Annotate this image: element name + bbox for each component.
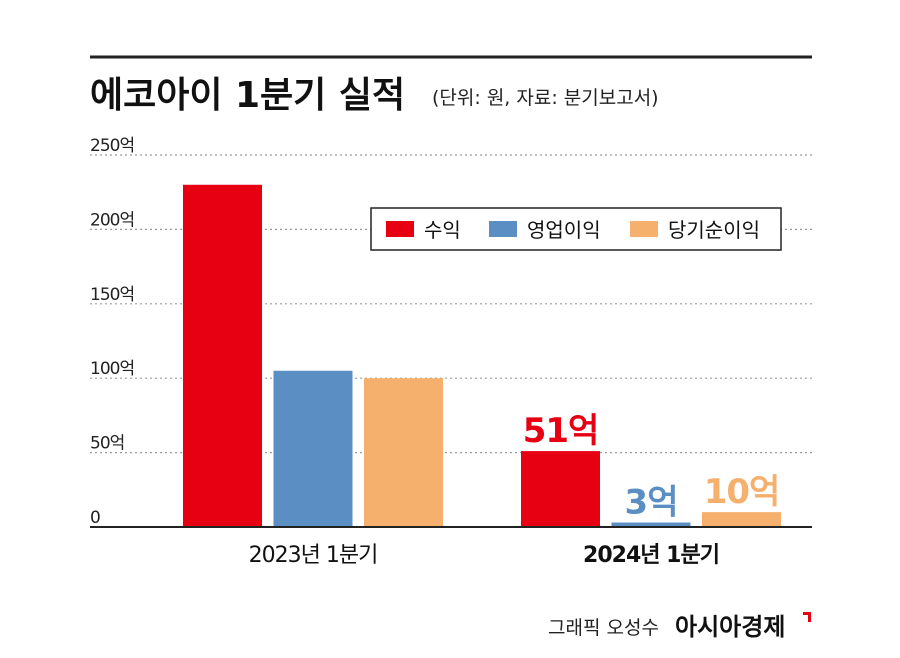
legend-label: 당기순이익 xyxy=(668,218,760,242)
y-tick-label: 200억 xyxy=(90,210,134,230)
bar xyxy=(273,370,353,527)
legend: 수익 영업이익 당기순이익 xyxy=(370,207,782,251)
brand-logo: 아시아경제 xyxy=(675,613,785,641)
bar xyxy=(183,184,262,527)
bar xyxy=(364,378,443,527)
data-label: 10억 xyxy=(704,472,780,512)
chart-subtitle: (단위: 원, 자료: 분기보고서) xyxy=(432,87,659,109)
legend-swatch xyxy=(630,221,658,237)
x-category-label: 2023년 1분기 xyxy=(249,543,378,568)
y-tick-label: 150억 xyxy=(90,285,134,305)
legend-label: 수익 xyxy=(424,218,461,242)
y-tick-label: 100억 xyxy=(90,359,134,379)
y-tick-label: 50억 xyxy=(90,434,124,454)
data-label: 3억 xyxy=(625,483,678,523)
brand-mark-icon xyxy=(803,612,811,622)
legend-label: 영업이익 xyxy=(527,218,601,242)
y-axis-ticks: 0 50억 100억 150억 200억 250억 xyxy=(90,136,135,528)
data-labels: 51억 3억 10억 xyxy=(523,411,781,523)
chart-title: 에코아이 1분기 실적 xyxy=(90,75,405,116)
bar xyxy=(611,522,691,527)
y-tick-label: 0 xyxy=(90,508,100,528)
legend-swatch xyxy=(489,221,517,237)
data-label: 51억 xyxy=(523,411,599,451)
bar xyxy=(702,512,781,527)
legend-swatch xyxy=(386,221,414,237)
x-category-label: 2024년 1분기 xyxy=(583,543,719,568)
bars xyxy=(183,184,781,527)
credit-label: 그래픽 오성수 xyxy=(548,617,659,639)
legend-box xyxy=(370,207,782,251)
bar xyxy=(521,451,600,527)
y-tick-label: 250억 xyxy=(90,136,134,156)
x-axis-categories: 2023년 1분기 2024년 1분기 xyxy=(249,543,720,568)
